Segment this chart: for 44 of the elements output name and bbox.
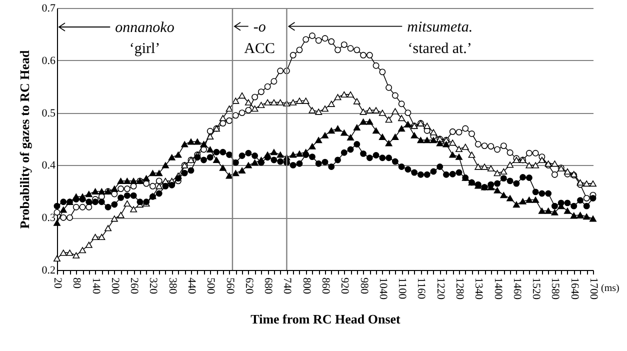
x-tick-label: 740 — [281, 278, 294, 294]
x-tick-label: 1100 — [396, 278, 408, 300]
x-tick-label: 1700 — [588, 278, 600, 300]
x-tick-label: 1220 — [434, 278, 446, 300]
annotation: mitsumeta. — [407, 19, 473, 36]
x-tick-label: 1460 — [510, 278, 523, 300]
x-tick-label: 1640 — [568, 278, 580, 300]
x-tick-label: 800 — [300, 278, 312, 294]
text: (ms) — [601, 283, 620, 294]
x-tick-label: 1280 — [454, 278, 466, 300]
y-axis-title: Probability of gazes to RC Head — [16, 49, 32, 229]
x-tick-label: 1520 — [530, 278, 542, 300]
annotation: ACC — [244, 41, 276, 57]
x-tick-label: 260 — [128, 278, 140, 294]
x-tick-label: 1340 — [472, 278, 485, 300]
x-tick-label: 20 — [52, 278, 64, 289]
x-tick-label: 560 — [224, 278, 236, 294]
x-tick-label: 80 — [70, 278, 83, 289]
x-tick-label: 500 — [204, 278, 217, 294]
y-tick-label: 0.7 — [42, 2, 56, 14]
x-tick-label: 1160 — [415, 278, 428, 300]
y-tick-label: 0.4 — [42, 160, 56, 172]
x-tick-label: 920 — [338, 278, 351, 294]
annotation: ‘girl’ — [129, 41, 160, 57]
annotation: ‘stared at.’ — [408, 41, 472, 57]
x-tick-label: 320 — [147, 278, 160, 294]
x-tick-label: 620 — [242, 278, 255, 294]
x-tick-label: 140 — [90, 278, 102, 294]
x-tick-label: 1580 — [549, 278, 562, 300]
y-tick-label: 0.2 — [42, 264, 56, 276]
x-tick-label: 1400 — [492, 278, 504, 300]
annotation: -o — [253, 19, 266, 36]
y-tick-label: 0.3 — [42, 212, 56, 224]
x-tick-label: 860 — [320, 278, 332, 294]
x-axis-title: Time from RC Head Onset — [250, 312, 402, 326]
x-tick-label: 680 — [262, 278, 274, 294]
x-tick-label: 200 — [108, 278, 121, 294]
x-tick-label: 980 — [358, 278, 370, 294]
x-tick-label: 1040 — [376, 278, 389, 300]
y-tick-label: 0.6 — [42, 54, 56, 67]
x-tick-label: 440 — [186, 278, 198, 294]
x-tick-label: 380 — [166, 278, 178, 294]
y-tick-label: 0.5 — [42, 107, 56, 120]
annotation: onnanoko — [115, 20, 175, 36]
